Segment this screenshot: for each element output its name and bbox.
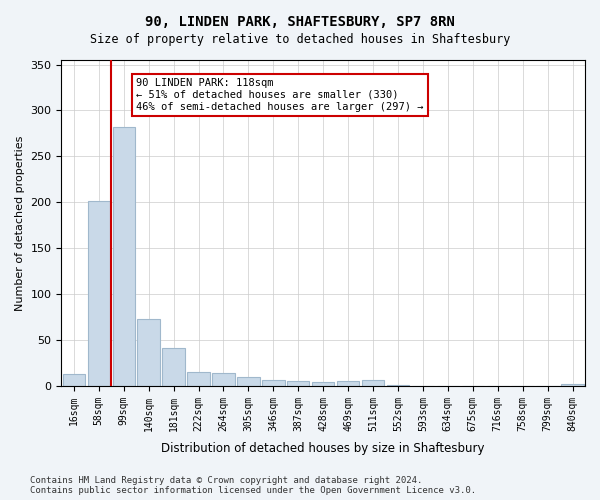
Bar [337,382,359,386]
Bar [62,374,85,386]
Bar [262,380,284,386]
Bar [362,380,384,386]
Bar [137,319,160,386]
Bar [287,382,310,386]
Text: 90 LINDEN PARK: 118sqm
← 51% of detached houses are smaller (330)
46% of semi-de: 90 LINDEN PARK: 118sqm ← 51% of detached… [136,78,424,112]
Bar [187,372,210,386]
Bar [163,348,185,386]
Bar [387,385,409,386]
Bar [212,373,235,386]
Text: 90, LINDEN PARK, SHAFTESBURY, SP7 8RN: 90, LINDEN PARK, SHAFTESBURY, SP7 8RN [145,15,455,29]
Bar [88,202,110,386]
Text: Size of property relative to detached houses in Shaftesbury: Size of property relative to detached ho… [90,32,510,46]
Y-axis label: Number of detached properties: Number of detached properties [15,136,25,310]
Bar [237,376,260,386]
X-axis label: Distribution of detached houses by size in Shaftesbury: Distribution of detached houses by size … [161,442,485,455]
Bar [113,127,135,386]
Bar [312,382,334,386]
Bar [562,384,584,386]
Text: Contains HM Land Registry data © Crown copyright and database right 2024.
Contai: Contains HM Land Registry data © Crown c… [30,476,476,495]
